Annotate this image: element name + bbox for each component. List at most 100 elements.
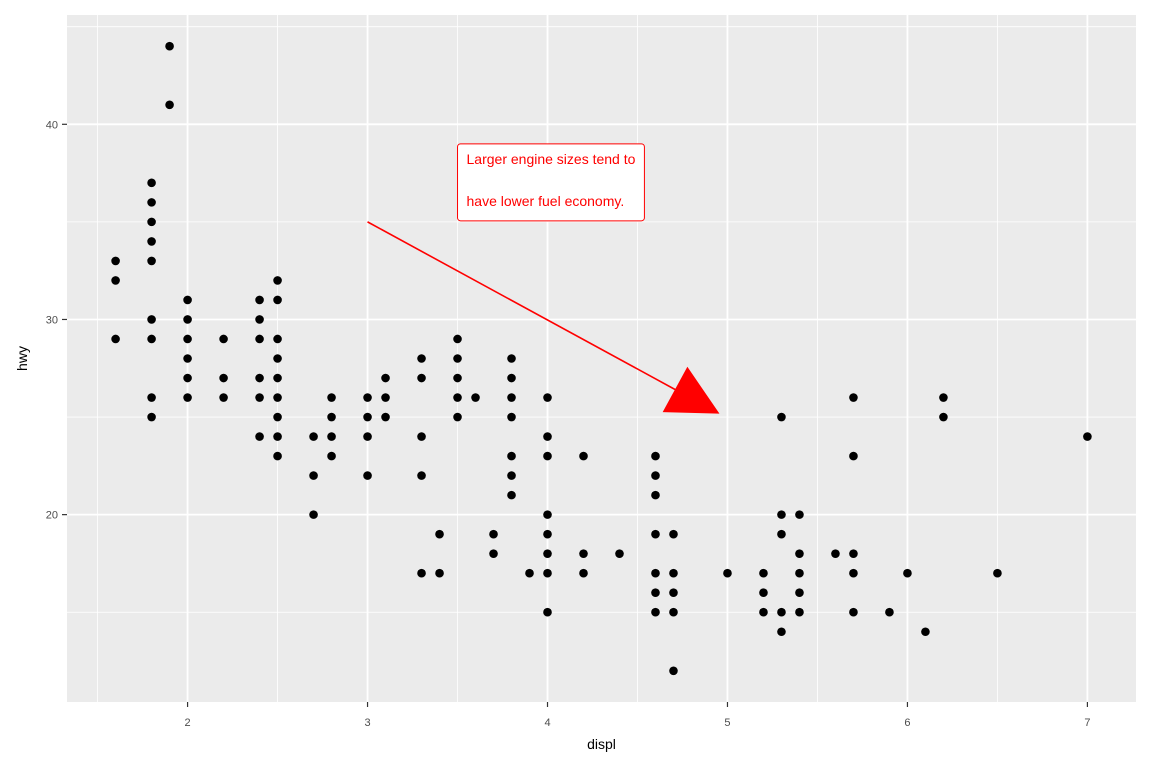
data-point xyxy=(507,393,516,402)
y-tick-label: 30 xyxy=(46,314,58,326)
data-point xyxy=(795,607,804,617)
data-point xyxy=(381,393,390,402)
data-point xyxy=(543,607,552,617)
data-point xyxy=(1083,432,1092,441)
data-point xyxy=(417,373,426,383)
data-point xyxy=(417,568,426,578)
data-point xyxy=(363,412,372,422)
data-point xyxy=(453,354,462,363)
data-point xyxy=(669,588,678,598)
data-point xyxy=(147,217,156,227)
data-point xyxy=(435,529,444,539)
y-axis-title: hwy xyxy=(14,346,30,371)
data-point xyxy=(273,295,282,305)
data-point xyxy=(579,451,588,461)
data-point xyxy=(939,393,948,402)
annotation-label-box xyxy=(457,143,645,222)
data-point xyxy=(651,568,660,578)
data-point xyxy=(273,354,282,363)
data-point xyxy=(165,100,174,110)
data-point xyxy=(147,256,156,266)
annotation-arrow-line xyxy=(367,221,680,393)
data-point xyxy=(417,432,426,441)
data-point xyxy=(669,607,678,617)
data-point xyxy=(777,412,786,422)
plot-panel xyxy=(67,15,1136,702)
data-point xyxy=(939,412,948,422)
data-point xyxy=(273,393,282,402)
data-point xyxy=(777,607,786,617)
data-point xyxy=(417,354,426,363)
data-point xyxy=(507,373,516,383)
data-point xyxy=(327,412,336,422)
data-point xyxy=(543,510,552,519)
data-point xyxy=(759,607,768,617)
data-point xyxy=(669,568,678,578)
data-point xyxy=(651,471,660,480)
data-point xyxy=(453,373,462,383)
data-point xyxy=(219,373,228,383)
data-point xyxy=(849,549,858,558)
data-point xyxy=(669,529,678,539)
data-point xyxy=(417,471,426,480)
data-point xyxy=(363,471,372,480)
data-point xyxy=(831,549,840,558)
data-point xyxy=(849,451,858,461)
y-tick-label: 40 xyxy=(46,119,58,131)
data-point xyxy=(255,393,264,402)
data-point xyxy=(147,334,156,344)
data-point xyxy=(507,354,516,363)
data-point xyxy=(183,354,192,363)
data-point xyxy=(579,568,588,578)
data-point xyxy=(147,178,156,188)
data-point xyxy=(147,393,156,402)
data-point xyxy=(795,588,804,598)
x-tick-label: 5 xyxy=(724,717,730,729)
data-point xyxy=(381,412,390,422)
data-point xyxy=(273,276,282,285)
data-point xyxy=(255,334,264,344)
y-tick-label: 20 xyxy=(46,510,58,522)
data-point xyxy=(309,510,318,519)
x-tick-label: 4 xyxy=(544,717,550,729)
data-point xyxy=(579,549,588,558)
data-point xyxy=(363,432,372,441)
data-point xyxy=(147,315,156,324)
data-point xyxy=(759,568,768,578)
x-tick-label: 2 xyxy=(185,717,191,729)
data-point xyxy=(435,568,444,578)
data-point xyxy=(543,432,552,441)
data-point xyxy=(651,588,660,598)
data-point xyxy=(777,510,786,519)
annotation-text-line: have lower fuel economy. xyxy=(467,193,625,209)
data-point xyxy=(651,607,660,617)
data-point xyxy=(255,373,264,383)
data-point xyxy=(273,432,282,441)
data-point xyxy=(363,393,372,402)
data-point xyxy=(651,529,660,539)
data-point xyxy=(849,393,858,402)
annotation-label: Larger engine sizes tend to have lower fu… xyxy=(457,143,645,222)
data-point xyxy=(147,198,156,207)
data-point xyxy=(669,666,678,676)
data-point xyxy=(147,237,156,246)
data-point xyxy=(777,627,786,637)
x-tick-label: 7 xyxy=(1084,717,1090,729)
data-points xyxy=(111,41,1092,676)
annotation-arrowhead xyxy=(662,366,720,414)
major-gridlines xyxy=(67,15,1136,702)
data-point xyxy=(183,295,192,305)
data-point xyxy=(795,568,804,578)
data-point xyxy=(525,568,534,578)
data-point xyxy=(219,334,228,344)
data-point xyxy=(183,315,192,324)
data-point xyxy=(111,256,120,266)
minor-gridlines xyxy=(67,15,1136,702)
data-point xyxy=(309,471,318,480)
data-point xyxy=(471,393,480,402)
data-point xyxy=(147,412,156,422)
axes: 2 3 4 5 6 7 20 30 40 xyxy=(46,119,1091,729)
data-point xyxy=(759,588,768,598)
data-point xyxy=(543,549,552,558)
